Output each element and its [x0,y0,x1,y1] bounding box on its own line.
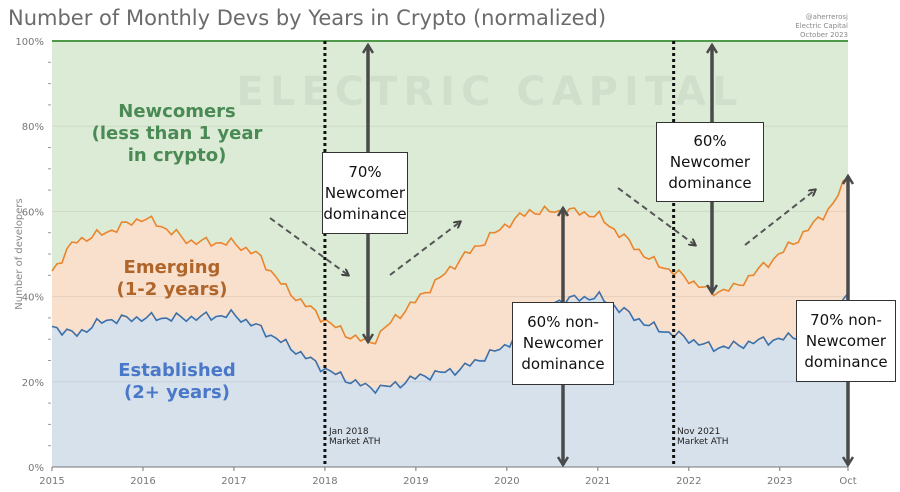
ath-line: Nov 2021 [677,427,721,437]
box-line: dominance [668,173,752,192]
y-tick-label: 0% [28,463,44,474]
box-line: 60% [693,131,727,150]
label-established: Established (2+ years) [77,360,277,404]
y-tick-label: 20% [22,378,44,389]
box-line: Newcomer [669,152,751,171]
ath-line: Jan 2018 [329,427,369,437]
credit-date: October 2023 [799,31,848,39]
credit-handle: @aherrerosj [805,13,848,21]
label-emerging-line: (1-2 years) [116,279,228,300]
box-line: Newcomer [805,331,887,350]
box-line: dominance [521,355,605,373]
x-tick-label: Oct [839,476,856,487]
x-tick-label: 2023 [767,476,792,487]
ath-line: Market ATH [677,437,729,447]
y-tick-label: 100% [15,37,44,48]
box-line: dominance [804,352,888,371]
x-tick-label: 2021 [585,476,610,487]
x-tick-label: 2018 [312,476,337,487]
label-emerging: Emerging (1-2 years) [72,257,272,301]
trend-arrow [389,222,460,276]
annotation-box-3: 60% Newcomer dominance [656,122,764,202]
x-tick-label: 2020 [494,476,519,487]
annotation-box-2: 60% non- Newcomer dominance [512,302,614,385]
y-axis-label: Number of developers [14,198,25,309]
y-tick-label: 60% [22,207,44,218]
trend-arrow [744,190,815,246]
chart-title: Number of Monthly Devs by Years in Crypt… [8,6,607,30]
trend-arrow [617,187,695,245]
x-tick-label: 2019 [403,476,428,487]
watermark: ELECTRIC CAPITAL [237,69,744,115]
annotation-ath-2018: Jan 2018 Market ATH [329,427,381,447]
x-tick-label: 2022 [676,476,701,487]
y-tick-label: 40% [22,293,44,304]
annotation-box-4: 70% non- Newcomer dominance [796,300,896,382]
label-emerging-line: Emerging [123,257,221,278]
x-tick-label: 2017 [221,476,246,487]
x-tick-label: 2015 [39,476,64,487]
box-line: 60% non- [527,313,599,331]
annotation-ath-2021: Nov 2021 Market ATH [677,427,729,447]
label-newcomers: Newcomers (less than 1 year in crypto) [77,101,277,167]
area-established [52,290,848,467]
credit-org: Electric Capital [795,22,848,30]
box-line: 70% non- [810,310,882,329]
box-line: 70% [348,162,382,181]
trend-arrow [269,217,348,275]
x-tick-label: 2016 [130,476,155,487]
y-tick-label: 80% [22,122,44,133]
box-line: Newcomer [522,334,604,352]
annotation-box-1: 70% Newcomer dominance [322,152,408,234]
label-newcomers-line: in crypto) [127,145,227,166]
ath-line: Market ATH [329,437,381,447]
label-established-line: Established [118,360,236,381]
series-line-established [51,290,849,395]
box-line: dominance [323,204,407,223]
label-established-line: (2+ years) [123,382,230,403]
label-newcomers-line: (less than 1 year [91,123,263,144]
label-newcomers-line: Newcomers [118,101,236,122]
box-line: Newcomer [324,183,406,202]
